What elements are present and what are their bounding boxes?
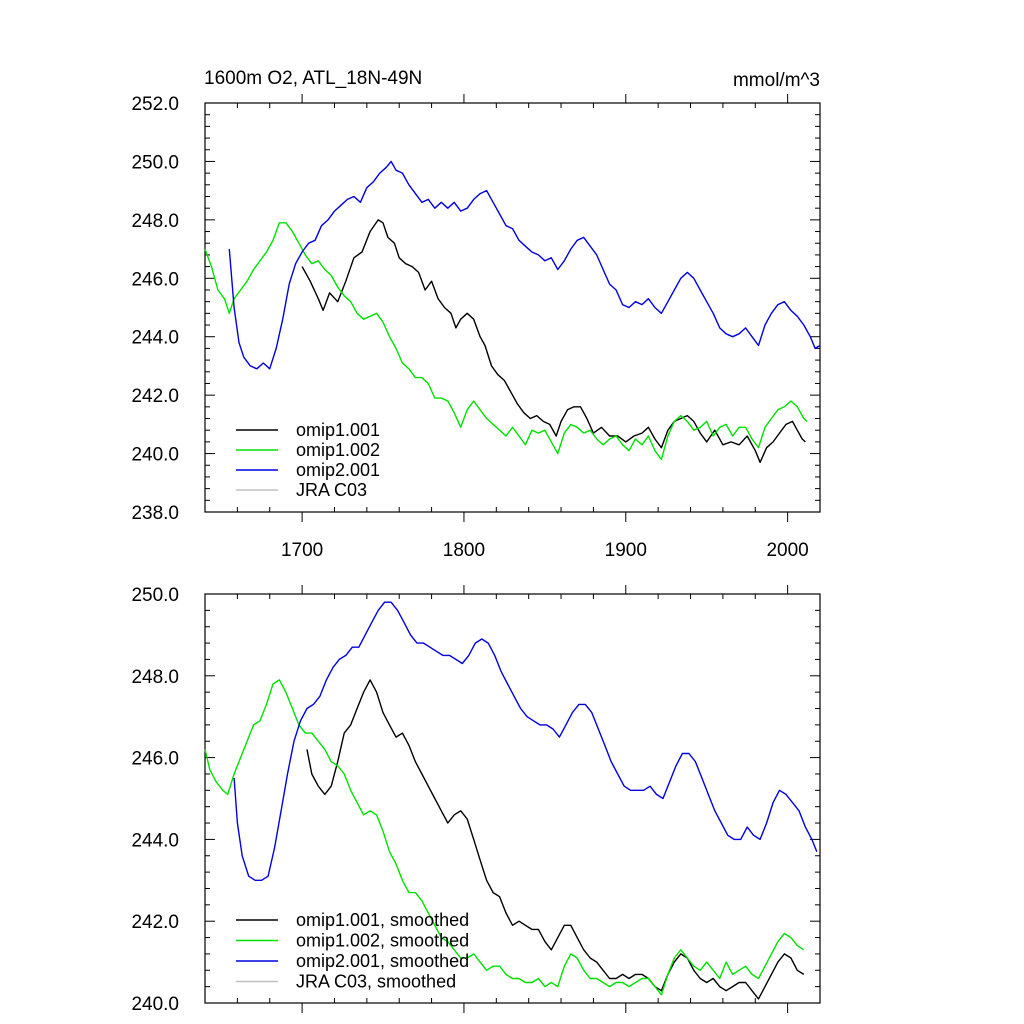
x-tick-label: 1700 — [281, 540, 323, 561]
x-tick-label: 2000 — [766, 540, 808, 561]
y-tick-label: 242.0 — [131, 912, 179, 933]
bottom-panel: 240.0 242.0 244.0 246.0 248.0 250.0 omip1.001,… — [131, 585, 821, 1015]
series-line-omip1-001-smoothed — [306, 679, 805, 1000]
y-tick-label: 240.0 — [131, 994, 179, 1015]
series-line-omip2-001 — [228, 160, 821, 370]
series-line-omip2-001-smoothed — [233, 601, 818, 881]
legend-label: omip1.001 — [296, 420, 380, 440]
x-tick-label: 1900 — [605, 540, 647, 561]
legend-label: omip1.002 — [296, 440, 380, 460]
legend-label: omip1.001, smoothed — [296, 910, 469, 930]
y-tick-label: 244.0 — [131, 328, 179, 349]
y-tick-label: 246.0 — [131, 749, 179, 770]
y-tick-label: 246.0 — [131, 269, 179, 290]
y-tick-label: 250.0 — [131, 152, 179, 173]
legend-label: JRA C03 — [296, 480, 367, 500]
y-tick-label: 242.0 — [131, 386, 179, 407]
figure-units: mmol/m^3 — [733, 70, 820, 91]
y-tick-label: 240.0 — [131, 445, 179, 466]
legend-label: omip2.001 — [296, 460, 380, 480]
y-tick-label: 244.0 — [131, 830, 179, 851]
legend-label: omip1.002, smoothed — [296, 931, 469, 951]
plot-frame — [204, 102, 821, 513]
series-line-omip1-001 — [301, 219, 806, 463]
x-tick-label: 1800 — [443, 540, 485, 561]
y-tick-label: 238.0 — [131, 503, 179, 524]
series-line-omip1-002-smoothed — [204, 679, 805, 996]
top-panel: 238.0 240.0 242.0 244.0 246.0 248.0 250.0 252.0… — [131, 94, 821, 561]
y-tick-label: 252.0 — [131, 94, 179, 115]
y-tick-label: 248.0 — [131, 667, 179, 688]
figure-title: 1600m O2, ATL_18N-49N — [204, 68, 422, 89]
plot-frame — [204, 593, 821, 1004]
legend-label: JRA C03, smoothed — [296, 972, 456, 992]
legend-label: omip2.001, smoothed — [296, 951, 469, 971]
y-tick-label: 248.0 — [131, 211, 179, 232]
y-tick-label: 250.0 — [131, 585, 179, 606]
